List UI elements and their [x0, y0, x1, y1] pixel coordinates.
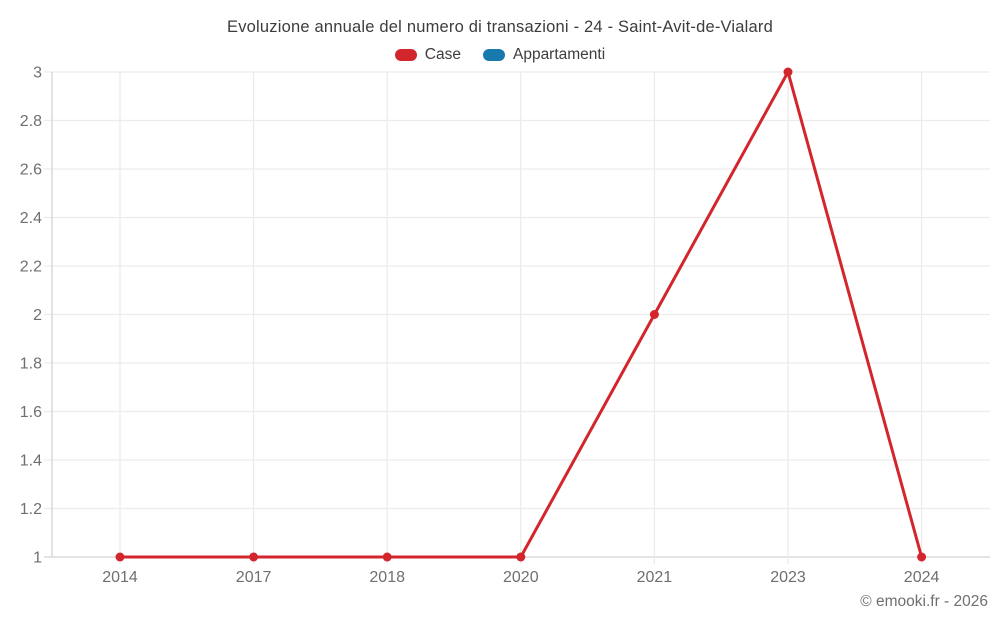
credit-text: © emooki.fr - 2026: [860, 593, 988, 610]
data-point-case[interactable]: [649, 310, 659, 319]
y-tick-label: 1.8: [20, 356, 42, 373]
data-point-case[interactable]: [783, 67, 793, 77]
legend-item-case[interactable]: Case: [394, 46, 461, 64]
y-tick-label: 3: [33, 65, 42, 82]
data-point-case[interactable]: [249, 552, 259, 562]
x-tick-label: 2021: [637, 569, 673, 586]
data-point-case[interactable]: [115, 552, 125, 562]
y-tick-label: 2.4: [20, 210, 42, 227]
legend: Case Appartamenti: [0, 46, 1000, 64]
y-tick-label: 2.2: [20, 259, 42, 276]
x-tick-label: 2020: [503, 569, 539, 586]
y-tick-label: 1: [33, 550, 42, 567]
y-tick-label: 2.6: [20, 162, 42, 179]
y-tick-label: 2: [33, 307, 42, 324]
legend-item-appartamenti[interactable]: Appartamenti: [482, 46, 606, 64]
data-point-case[interactable]: [382, 552, 392, 562]
data-point-case[interactable]: [516, 552, 526, 562]
legend-swatch-icon: [482, 49, 505, 61]
legend-label: Appartamenti: [512, 46, 606, 63]
y-tick-label: 1.2: [20, 501, 42, 518]
x-tick-label: 2017: [236, 569, 272, 586]
legend-label: Case: [424, 46, 461, 63]
legend-swatch-icon: [394, 49, 417, 61]
data-point-case[interactable]: [917, 552, 927, 562]
x-tick-label: 2018: [369, 569, 405, 586]
x-tick-label: 2014: [102, 569, 138, 586]
y-tick-label: 2.8: [20, 113, 42, 130]
y-tick-label: 1.4: [20, 453, 42, 470]
y-tick-label: 1.6: [20, 404, 42, 421]
chart-title: Evoluzione annuale del numero di transaz…: [227, 18, 773, 36]
x-tick-label: 2024: [904, 569, 940, 586]
x-tick-label: 2023: [770, 569, 806, 586]
